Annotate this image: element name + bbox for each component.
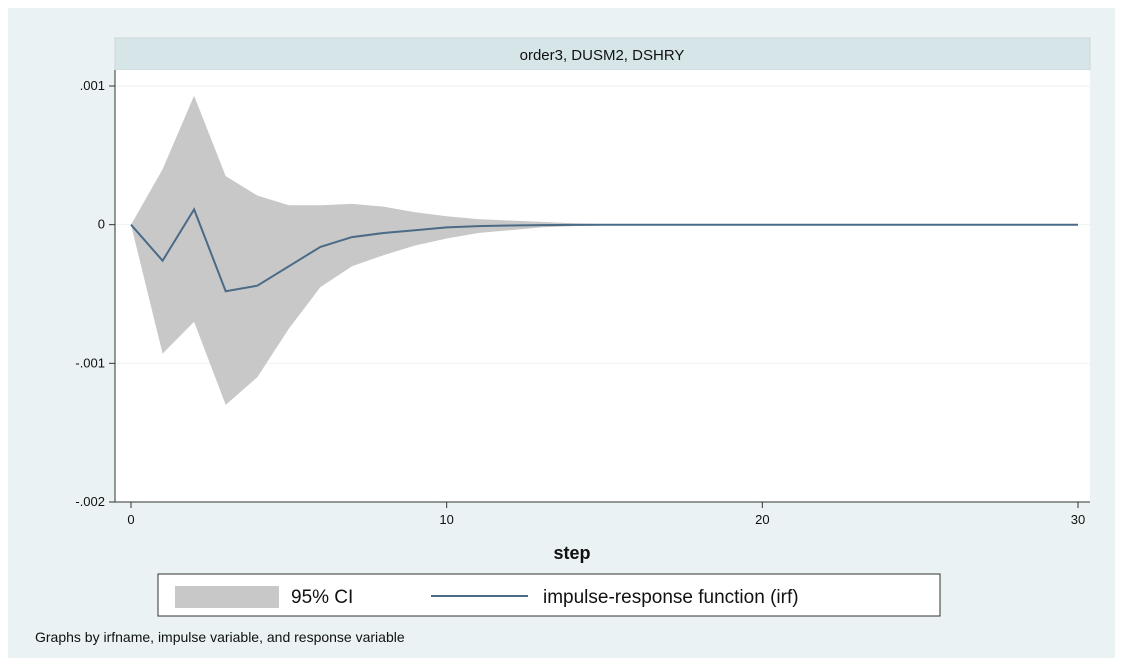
x-tick-label: 0 [127, 512, 134, 527]
y-tick-label: 0 [98, 217, 105, 232]
x-tick-label: 30 [1071, 512, 1085, 527]
graph-region: order3, DUSM2, DSHRY .001 0 -.001 -.002 0 10… [8, 8, 1115, 658]
y-tick-label: -.002 [75, 494, 105, 509]
legend-label-irf: impulse-response function (irf) [543, 587, 799, 608]
legend-swatch-ci [175, 586, 279, 608]
ci-band-area [131, 95, 1078, 405]
x-tick-label: 10 [439, 512, 453, 527]
legend-label-ci: 95% CI [291, 587, 353, 608]
graph-note: Graphs by irfname, impulse variable, and… [35, 629, 405, 645]
irf-line [130, 207, 1078, 293]
x-tick-label: 20 [755, 512, 769, 527]
legend-box [157, 573, 941, 617]
panel-title: order3, DUSM2, DSHRY [520, 47, 685, 64]
panel-title-bar [114, 37, 1091, 71]
y-axis-ticks: .001 0 -.001 -.002 [75, 78, 115, 509]
y-tick-label: .001 [80, 78, 105, 93]
x-axis-title: step [553, 543, 590, 563]
irf-chart: order3, DUSM2, DSHRY .001 0 -.001 -.002 0 10… [35, 37, 1091, 645]
x-axis-ticks: 0 10 20 30 [127, 502, 1085, 527]
y-tick-label: -.001 [75, 355, 105, 370]
